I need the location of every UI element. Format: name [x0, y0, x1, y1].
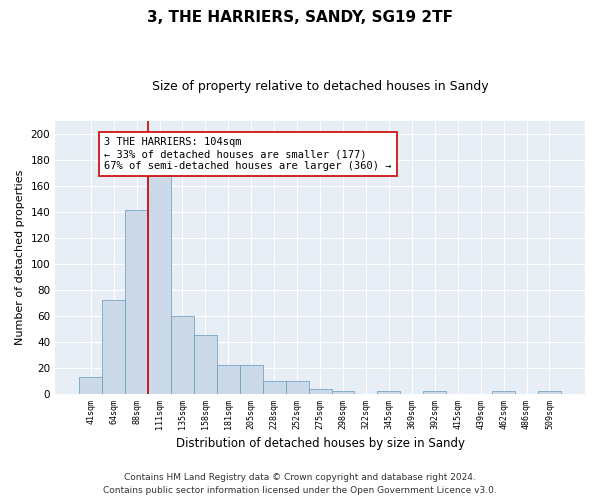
- Bar: [308, 388, 332, 394]
- Bar: [171, 316, 194, 394]
- Y-axis label: Number of detached properties: Number of detached properties: [15, 170, 25, 345]
- Text: 3, THE HARRIERS, SANDY, SG19 2TF: 3, THE HARRIERS, SANDY, SG19 2TF: [147, 10, 453, 25]
- Text: 3 THE HARRIERS: 104sqm
← 33% of detached houses are smaller (177)
67% of semi-de: 3 THE HARRIERS: 104sqm ← 33% of detached…: [104, 138, 392, 170]
- Text: Contains HM Land Registry data © Crown copyright and database right 2024.
Contai: Contains HM Land Registry data © Crown c…: [103, 473, 497, 495]
- Bar: [217, 365, 240, 394]
- Bar: [79, 377, 102, 394]
- Bar: [240, 365, 263, 394]
- Bar: [102, 300, 125, 394]
- X-axis label: Distribution of detached houses by size in Sandy: Distribution of detached houses by size …: [176, 437, 464, 450]
- Bar: [263, 381, 286, 394]
- Bar: [148, 175, 171, 394]
- Bar: [286, 381, 308, 394]
- Bar: [377, 391, 400, 394]
- Bar: [194, 336, 217, 394]
- Bar: [492, 391, 515, 394]
- Bar: [423, 391, 446, 394]
- Bar: [332, 391, 355, 394]
- Bar: [125, 210, 148, 394]
- Title: Size of property relative to detached houses in Sandy: Size of property relative to detached ho…: [152, 80, 488, 93]
- Bar: [538, 391, 561, 394]
